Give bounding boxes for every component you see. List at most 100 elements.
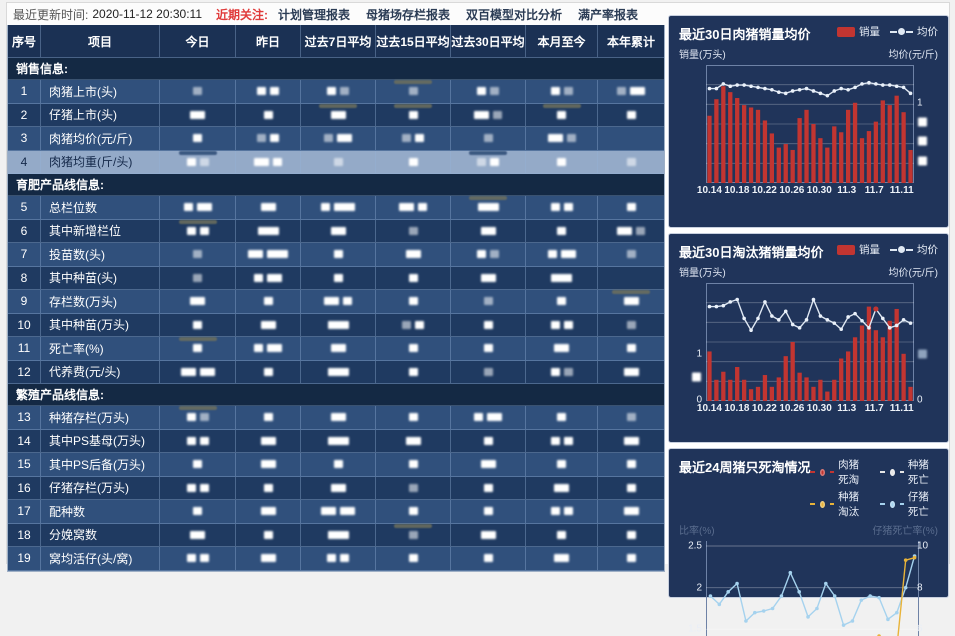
axis-tick-label: 1.5 <box>688 623 702 635</box>
row-number: 5 <box>8 196 41 220</box>
redaction-smudge <box>542 103 581 108</box>
redacted-value <box>408 554 418 563</box>
redacted-value <box>405 250 421 259</box>
table-row-8[interactable]: 8 其中种苗(头) <box>8 266 664 290</box>
legend-item-均价[interactable]: 均价 <box>890 242 938 257</box>
redacted-value <box>550 507 560 516</box>
legend-bar-swatch <box>837 26 855 37</box>
redacted-value <box>254 344 263 353</box>
redacted-value <box>267 273 282 282</box>
data-cell <box>160 406 236 430</box>
table-row-7[interactable]: 7 投苗数(头) <box>8 243 664 267</box>
data-cell <box>526 243 598 267</box>
redacted-value <box>199 226 209 235</box>
table-row-15[interactable]: 15 其中PS后备(万头) <box>8 453 664 477</box>
table-row-16[interactable]: 16 仔猪存栏(万头) <box>8 476 664 500</box>
data-cell <box>301 547 376 571</box>
table-row-19[interactable]: 19 窝均活仔(头/窝) <box>8 547 664 571</box>
data-cell <box>598 196 664 220</box>
table-row-17[interactable]: 17 配种数 <box>8 500 664 524</box>
y-axis-label-left: 销量(万头) <box>679 50 726 61</box>
data-cell <box>301 243 376 267</box>
chart-title: 最近24周猪只死淘情况 <box>679 460 811 475</box>
chart-card: 最近30日肉猪销量均价 销量 均价 销量(万头) 均价(元/斤) 1 10.14 10.18 1… <box>668 15 949 228</box>
redacted-value <box>490 250 499 259</box>
redacted-axis-value <box>918 136 927 146</box>
report-tab-2[interactable]: 母猪场存栏报表 <box>366 7 451 22</box>
redacted-value <box>563 320 573 329</box>
x-axis: 10.14 10.18 10.22 10.26 10.30 11.3 11.7 11.11 <box>697 185 914 200</box>
legend-item-销量[interactable]: 销量 <box>837 24 880 39</box>
table-row-2[interactable]: 2 仔猪上市(头) <box>8 103 664 127</box>
row-label: 总栏位数 <box>41 196 160 220</box>
redacted-value <box>330 110 346 119</box>
table-row-14[interactable]: 14 其中PS基母(万头) <box>8 429 664 453</box>
report-tab-3[interactable]: 双百模型对比分析 <box>466 7 563 22</box>
data-cell <box>526 150 598 174</box>
legend-item-种猪淘汰[interactable]: 种猪淘汰 <box>810 489 868 519</box>
data-cell <box>236 429 301 453</box>
redacted-value <box>626 203 636 212</box>
redacted-value <box>630 87 645 96</box>
redacted-value <box>623 507 639 516</box>
table-row-13[interactable]: 13 种猪存栏(万头) <box>8 406 664 430</box>
data-cell <box>598 477 664 500</box>
legend-item-仔猪死亡[interactable]: 仔猪死亡 <box>880 489 938 519</box>
plot-area: 2.5 10 2 8 1.5 6 <box>688 541 928 636</box>
data-cell <box>598 500 664 524</box>
data-cell <box>160 360 236 384</box>
redacted-value <box>254 157 269 166</box>
redacted-value <box>257 87 266 96</box>
data-cell <box>236 500 301 524</box>
table-row-4-selected[interactable]: 4 肉猪均重(斤/头) <box>8 150 664 174</box>
table-row-6[interactable]: 6 其中新增栏位 <box>8 219 664 243</box>
row-number: 13 <box>8 406 41 430</box>
redacted-value <box>474 110 489 119</box>
legend-item-销量[interactable]: 销量 <box>837 242 880 257</box>
redacted-value <box>408 297 418 306</box>
redacted-value <box>327 554 336 563</box>
row-number: 7 <box>8 243 41 267</box>
legend-item-均价[interactable]: 均价 <box>890 24 938 39</box>
report-tab-4[interactable]: 满产率报表 <box>578 7 639 22</box>
data-cell <box>598 547 664 571</box>
data-cell <box>526 476 598 500</box>
data-cell <box>376 313 451 337</box>
redacted-value <box>334 203 355 212</box>
row-label: 其中种苗(头) <box>41 266 160 290</box>
redacted-value <box>408 530 418 539</box>
axis-tick-label: 2.5 <box>688 540 702 552</box>
table-row-9[interactable]: 9 存栏数(万头) <box>8 290 664 314</box>
report-tab-1[interactable]: 计划管理报表 <box>278 7 351 22</box>
table-row-10[interactable]: 10 其中种苗(万头) <box>8 313 664 337</box>
redacted-value <box>550 367 560 376</box>
redacted-value <box>405 436 421 445</box>
legend-item-种猪死亡[interactable]: 种猪死亡 <box>880 457 938 487</box>
table-row-1[interactable]: 1 肉猪上市(头) <box>8 80 664 104</box>
section-header-1: 销售信息: <box>8 58 664 80</box>
table-row-5[interactable]: 5 总栏位数 <box>8 196 664 220</box>
data-cell <box>598 314 664 337</box>
redacted-value <box>483 436 493 445</box>
redacted-value <box>186 554 196 563</box>
table-row-3[interactable]: 3 肉猪均价(元/斤) <box>8 127 664 151</box>
column-header: 本月至今 <box>526 25 598 58</box>
row-label: 存栏数(万头) <box>41 290 160 314</box>
redacted-value <box>623 297 639 306</box>
table-row-18[interactable]: 18 分娩窝数 <box>8 523 664 547</box>
redacted-value <box>477 250 486 259</box>
row-number: 9 <box>8 290 41 314</box>
redacted-value <box>566 134 576 143</box>
axis-tick-label: 10 <box>917 540 929 552</box>
legend-item-肉猪死淘[interactable]: 肉猪死淘 <box>810 457 868 487</box>
chart-legend: 销量 均价 <box>837 24 938 39</box>
redacted-value <box>248 250 263 259</box>
data-cell <box>160 103 236 127</box>
data-cell <box>301 337 376 361</box>
redacted-value <box>263 297 273 306</box>
data-cell <box>160 290 236 314</box>
table-row-11[interactable]: 11 死亡率(%) <box>8 337 664 361</box>
table-row-12[interactable]: 12 代养费(元/头) <box>8 360 664 384</box>
redacted-value <box>626 483 636 492</box>
legend-label: 销量 <box>859 244 880 256</box>
